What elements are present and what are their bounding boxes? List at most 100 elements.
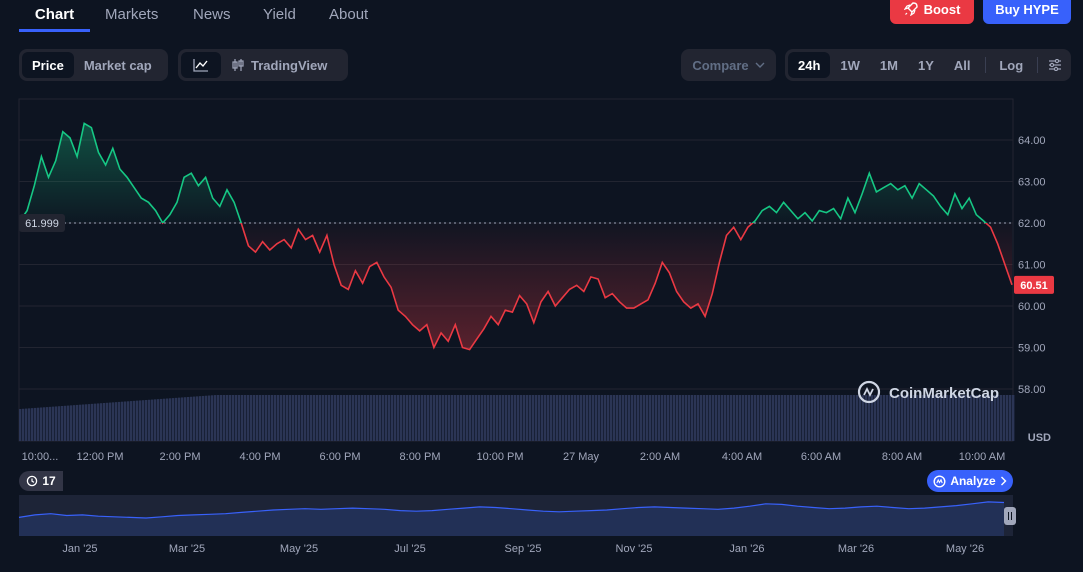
volume-bar [91,403,94,441]
compare-dropdown[interactable]: Compare [681,49,776,81]
volume-bar [508,395,511,441]
range-all[interactable]: All [953,57,971,73]
volume-bar [982,395,985,441]
volume-bar [112,402,115,441]
y-tick-label: 58.00 [1018,384,1046,396]
tab-chart[interactable]: Chart [19,0,90,32]
volume-bar [757,395,760,441]
volume-bar [568,395,571,441]
volume-bar [154,399,157,441]
x-tick-label: 6:00 AM [801,451,841,463]
volume-bar [286,395,289,441]
tradingview-button[interactable]: TradingView [221,52,337,78]
line-chart-button[interactable] [181,52,221,78]
volume-bar [781,395,784,441]
navigator-axis: Jan '25 Mar '25 May '25 Jul '25 Sep '25 Nov '… [62,543,984,555]
volume-bar [334,395,337,441]
volume-bar [910,395,913,441]
volume-bar [247,395,250,441]
sliders-icon [1048,59,1061,71]
volume-bar [280,395,283,441]
volume-bar [520,395,523,441]
y-tick-label: 62.00 [1018,218,1046,230]
volume-bar [490,395,493,441]
volume-bar [484,395,487,441]
volume-bar [523,395,526,441]
volume-bar [700,395,703,441]
volume-bar [850,395,853,441]
volume-bar [274,395,277,441]
price-marketcap-toggle: Price Market cap [19,49,168,81]
analyze-button[interactable]: Analyze [927,470,1013,492]
volume-bar [355,395,358,441]
tab-markets[interactable]: Markets [105,6,159,23]
volume-bar [319,395,322,441]
history-badge[interactable]: 17 [19,471,63,491]
volume-bar [892,395,895,441]
volume-bar [487,395,490,441]
volume-bar [556,395,559,441]
volume-bar [271,395,274,441]
boost-button[interactable]: Boost [890,0,974,24]
tab-news[interactable]: News [193,6,231,23]
volume-bar [718,395,721,441]
history-count: 17 [42,474,56,488]
volume-bar [46,407,49,441]
volume-bar [865,395,868,441]
volume-bar [853,395,856,441]
volume-bar [250,395,253,441]
volume-bar [283,395,286,441]
volume-bar [145,400,148,441]
volume-bar [550,395,553,441]
x-tick-label: 10:00 PM [476,451,523,463]
volume-bar [631,395,634,441]
volume-bar [640,395,643,441]
log-toggle[interactable]: Log [999,57,1024,73]
range-24h[interactable]: 24h [788,52,831,78]
volume-bar [259,395,262,441]
volume-bar [439,395,442,441]
tab-yield[interactable]: Yield [263,6,296,23]
volume-bar [967,395,970,441]
volume-bar [514,395,517,441]
volume-bar [430,395,433,441]
volume-bar [1009,395,1012,441]
volume-bar [844,395,847,441]
volume-bar [802,395,805,441]
volume-bar [958,395,961,441]
volume-bar [901,395,904,441]
navigator-tick-label: Nov '25 [616,543,653,555]
watermark-text: CoinMarketCap [889,385,999,402]
volume-bar [721,395,724,441]
volume-bar [862,395,865,441]
currency-label: USD [1028,432,1051,444]
volume-bar [310,395,313,441]
marketcap-toggle[interactable]: Market cap [83,57,152,73]
tab-about[interactable]: About [329,6,369,23]
volume-bar [418,395,421,441]
volume-bar [220,395,223,441]
range-1y[interactable]: 1Y [917,57,934,73]
volume-bar [481,395,484,441]
price-toggle[interactable]: Price [22,52,74,78]
volume-bar [379,395,382,441]
gridlines [19,139,1013,390]
volume-bar [172,398,175,441]
buy-button[interactable]: Buy HYPE [983,0,1071,24]
volume-bar [244,395,247,441]
chart-settings-button[interactable] [1042,52,1068,78]
volume-bar [559,395,562,441]
volume-bar [760,395,763,441]
volume-bar [535,395,538,441]
volume-bar [742,395,745,441]
volume-bar [28,408,31,441]
range-1m[interactable]: 1M [879,57,898,73]
navigator-handle[interactable] [1004,507,1016,525]
volume-bar [493,395,496,441]
volume-bar [991,395,994,441]
range-1w[interactable]: 1W [840,57,860,73]
volume-bar [196,396,199,441]
volume-bar [268,395,271,441]
chevron-right-icon [1000,476,1007,486]
volume-bar [916,395,919,441]
